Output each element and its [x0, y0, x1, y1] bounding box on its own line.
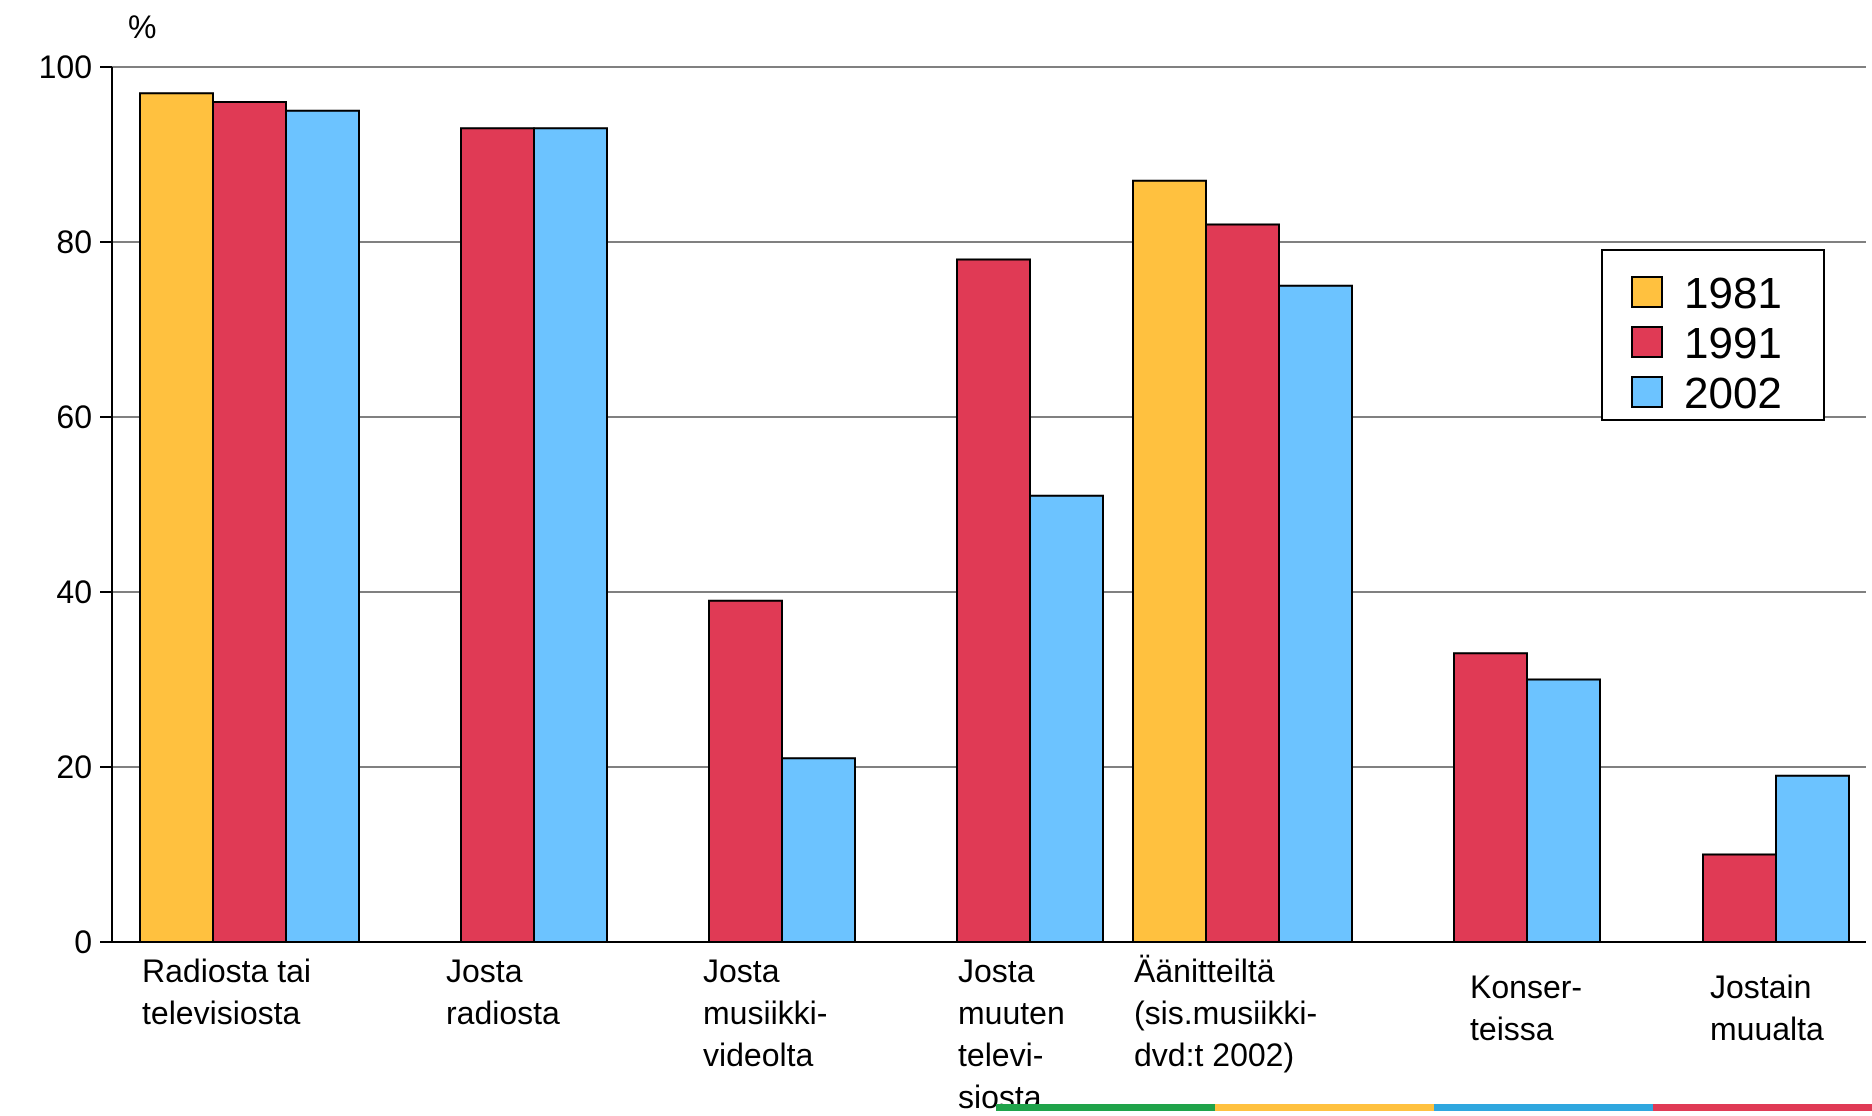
category-label-6: Jostain muualta: [1710, 969, 1824, 1047]
bar-2002-cat-4: [1278, 284, 1353, 943]
bar-2002-cat-5: [1526, 678, 1601, 943]
legend-swatch-1981: [1631, 276, 1663, 308]
y-tick-label-60: 60: [56, 399, 92, 435]
legend-swatch-1991: [1631, 326, 1663, 358]
category-labels: Radiosta tai televisiosta Josta radiosta Jos…: [142, 953, 1824, 1115]
category-label-5: Konser-teissa: [1470, 969, 1582, 1047]
legend-swatch-2002: [1631, 376, 1663, 408]
y-tick-label-40: 40: [56, 574, 92, 610]
stripe-segment-2: [1434, 1104, 1653, 1111]
bar-1991-cat-0: [212, 101, 287, 943]
y-tick-labels: 0 20 40 60 80 100: [39, 49, 92, 960]
category-label-2: Josta musiikki-videolta: [703, 953, 827, 1073]
bar-2002-cat-0: [285, 109, 360, 943]
y-tick-label-80: 80: [56, 224, 92, 260]
y-tick-label-0: 0: [74, 924, 92, 960]
y-tick-label-100: 100: [39, 49, 92, 85]
stripe-segment-0: [996, 1104, 1215, 1111]
decorative-bottom-stripe: [996, 1104, 1872, 1111]
bar-1991-cat-2: [708, 599, 783, 943]
bar-1981-cat-4: [1132, 179, 1207, 943]
legend-label-1981: 1981: [1684, 269, 1782, 318]
stripe-segment-3: [1653, 1104, 1872, 1111]
bar-2002-cat-3: [1029, 494, 1104, 943]
category-label-4: Äänitteiltä (sis.musiikki-dvd:t 2002): [1134, 953, 1317, 1073]
category-label-3: Josta muuten televi-siosta: [958, 953, 1065, 1115]
y-axis-unit-label: %: [128, 9, 156, 45]
bar-1981-cat-0: [139, 92, 214, 943]
bar-1991-cat-5: [1453, 652, 1528, 943]
category-label-0: Radiosta tai televisiosta: [142, 953, 311, 1031]
legend-label-1991: 1991: [1684, 319, 1782, 368]
bar-2002-cat-6: [1775, 774, 1850, 943]
bar-2002-cat-2: [781, 757, 856, 943]
category-label-1: Josta radiosta: [446, 953, 560, 1031]
bar-1991-cat-4: [1205, 223, 1280, 943]
bar-1991-cat-3: [956, 258, 1031, 943]
bar-2002-cat-1: [533, 127, 608, 943]
bars: [139, 92, 1850, 943]
axes: [100, 66, 1866, 943]
legend-label-2002: 2002: [1684, 369, 1782, 418]
stripe-segment-1: [1215, 1104, 1434, 1111]
y-tick-label-20: 20: [56, 749, 92, 785]
bar-1991-cat-1: [460, 127, 535, 943]
bar-1991-cat-6: [1702, 853, 1777, 943]
